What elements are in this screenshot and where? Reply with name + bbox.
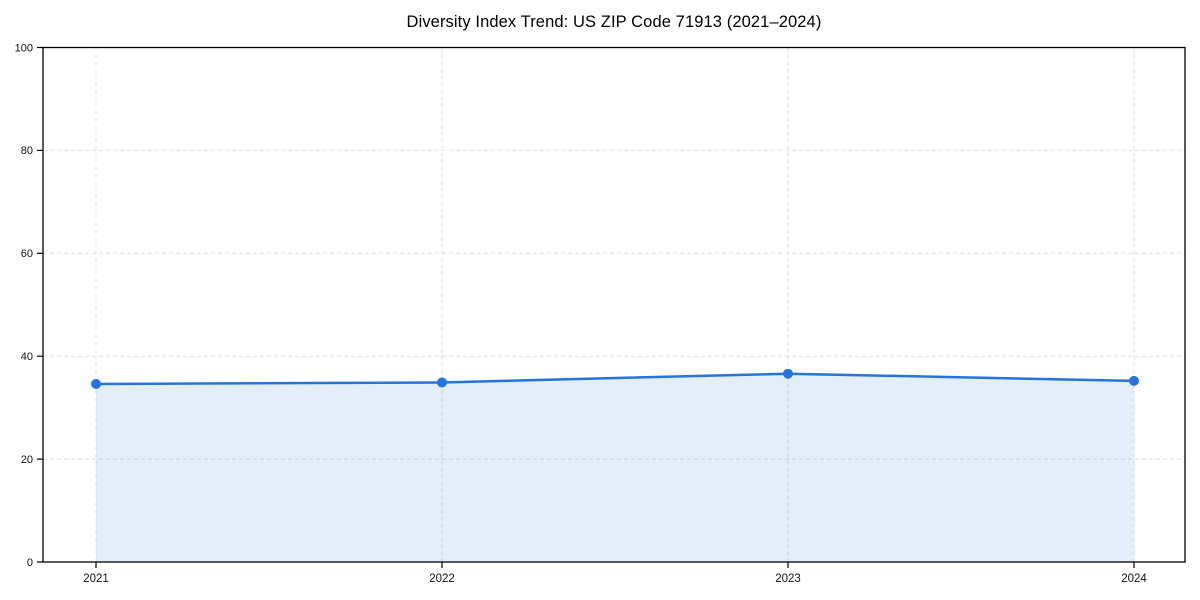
area-fill bbox=[96, 373, 1134, 562]
plot-frame bbox=[42, 46, 1186, 563]
x-tick-label: 2022 bbox=[429, 573, 455, 585]
x-tick-label: 2024 bbox=[1121, 573, 1147, 585]
y-tick-label: 80 bbox=[21, 145, 33, 157]
data-point bbox=[1129, 375, 1139, 386]
y-tick-label: 0 bbox=[27, 557, 33, 569]
data-point bbox=[437, 377, 447, 388]
trend-line bbox=[94, 372, 1136, 386]
chart-title: Diversity Index Trend: US ZIP Code 71913… bbox=[406, 13, 822, 31]
y-tick-label: 40 bbox=[21, 351, 33, 363]
y-tick-label: 20 bbox=[21, 454, 33, 466]
plot-background bbox=[43, 47, 1185, 562]
y-tick-label: 100 bbox=[15, 42, 33, 54]
x-tick-label: 2021 bbox=[83, 573, 109, 585]
data-point bbox=[783, 368, 793, 379]
y-tick-label: 60 bbox=[21, 248, 33, 260]
x-tick-label: 2023 bbox=[775, 573, 801, 585]
data-point bbox=[91, 378, 101, 389]
